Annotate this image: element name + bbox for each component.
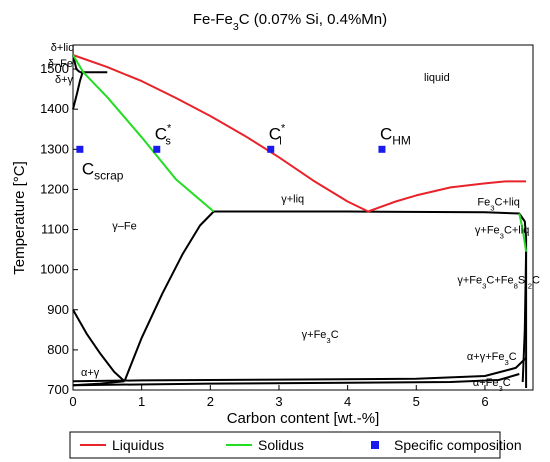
phase-region-label: γ+liq (281, 193, 304, 205)
y-axis-label: Temperature [°C] (11, 161, 28, 275)
composition-point (378, 145, 386, 153)
phase-region-label: δ+liq (51, 42, 75, 54)
y-tick-label: 700 (47, 382, 69, 397)
composition-point-label: CHM (380, 124, 411, 147)
phase-boundary-line (72, 54, 81, 74)
phase-region-label: γ+Fe3C+Fe8Si2C (457, 275, 540, 291)
phase-labels: liquid δ+liq δ–Fe δ+γ γ+liq γ–Fe Fe3C+liq γ+Fe3… (48, 42, 540, 392)
legend-label: Liquidus (112, 437, 164, 453)
axes: 0 1 2 3 4 5 6 700 800 900 1000 1100 1200 1300 1400 1500 (40, 61, 488, 409)
y-tick-label: 1500 (40, 61, 69, 76)
phase-boundary-line (72, 373, 520, 387)
legend-box (69, 431, 501, 459)
phase-region-label: δ+γ (55, 74, 74, 86)
x-tick-label: 0 (69, 394, 76, 409)
legend-swatch (371, 441, 379, 449)
composition-point-label: Cscrap (82, 159, 124, 182)
composition-point (267, 145, 275, 153)
x-tick-label: 4 (344, 394, 351, 409)
x-tick-label: 6 (481, 394, 488, 409)
phase-boundaries (72, 54, 528, 388)
phase-region-label: α+Fe3C (473, 377, 511, 393)
legend-label: Specific composition (394, 437, 522, 453)
phase-region-label: α+γ+Fe3C (467, 351, 517, 367)
x-tick-label: 3 (275, 394, 282, 409)
y-tick-label: 1400 (40, 101, 69, 116)
phase-boundary-line (72, 309, 126, 382)
composition-point-label: C* l (269, 122, 286, 147)
y-tick-label: 1000 (40, 262, 69, 277)
phase-region-label: γ+Fe3C (302, 329, 339, 345)
x-tick-label: 2 (207, 394, 214, 409)
y-tick-label: 1200 (40, 181, 69, 196)
composition-point (76, 145, 84, 153)
phase-region-label: γ–Fe (112, 221, 136, 233)
series-line-liquidus (72, 54, 527, 213)
x-tick-label: 1 (138, 394, 145, 409)
phase-region-label: Fe3C+liq (477, 196, 520, 212)
composition-point (153, 145, 161, 153)
phase-region-label: γ+Fe3C+liq (475, 225, 529, 241)
series-line-solidus-right (518, 213, 528, 252)
series-lines (72, 54, 528, 252)
phase-region-label: liquid (424, 72, 450, 84)
legend: Liquidus Solidus Specific composition (69, 431, 522, 459)
composition-point-label: C* s (155, 122, 172, 147)
x-tick-label: 5 (413, 394, 420, 409)
y-tick-label: 800 (47, 342, 69, 357)
phase-boundary-line (72, 72, 84, 110)
composition-points: Cscrap C* s C* l CHM (76, 122, 411, 182)
y-tick-label: 1300 (40, 141, 69, 156)
x-axis-label: Carbon content [wt.-%] (227, 410, 380, 427)
chart-title: Fe-Fe3C (0.07% Si, 0.4%Mn) (193, 11, 387, 33)
phase-region-label: δ–Fe (48, 58, 73, 70)
y-tick-label: 900 (47, 302, 69, 317)
phase-boundary-line (123, 210, 215, 382)
phase-boundary-line (72, 357, 527, 383)
series-line-solidus (72, 54, 215, 213)
y-tick-label: 1100 (41, 222, 69, 237)
phase-region-label: α+γ (81, 367, 100, 379)
legend-label: Solidus (258, 437, 304, 453)
plot-frame (72, 44, 534, 391)
